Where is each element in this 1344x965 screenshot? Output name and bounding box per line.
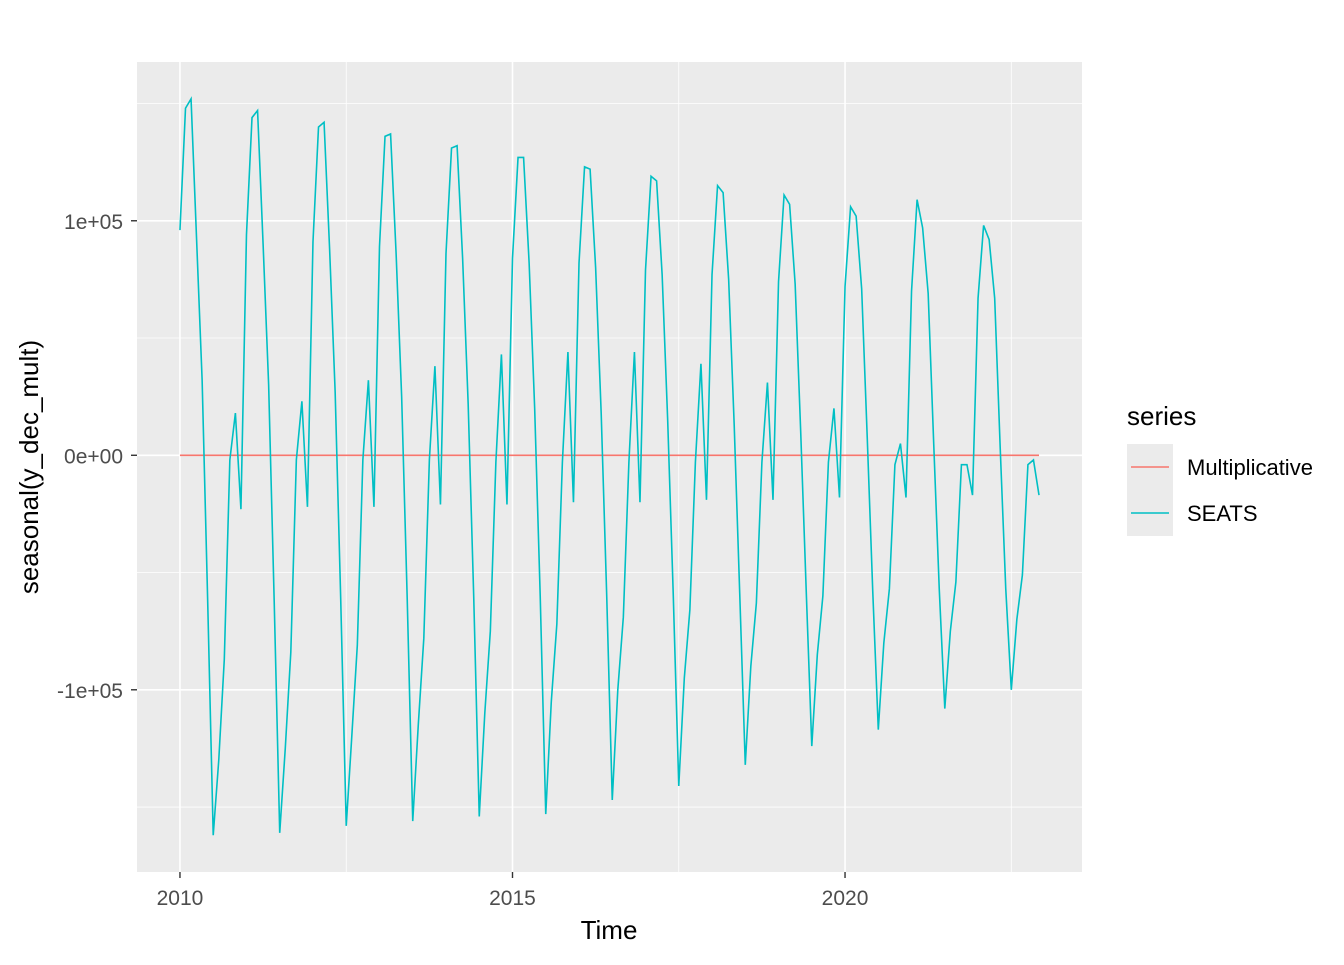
series-lines bbox=[179, 96, 1040, 836]
x-axis-label: Time bbox=[581, 915, 638, 945]
x-axis: 2010 2015 2020 bbox=[157, 872, 869, 910]
legend: series Multiplicative SEATS bbox=[1127, 401, 1313, 536]
series-line-seats bbox=[179, 96, 1040, 836]
legend-label-multiplicative: Multiplicative bbox=[1187, 455, 1313, 480]
x-tick-label: 2020 bbox=[822, 887, 869, 910]
y-tick-label: 1e+05 bbox=[64, 211, 123, 234]
grid-minor bbox=[137, 62, 1082, 872]
x-tick-label: 2010 bbox=[157, 887, 204, 910]
x-tick-label: 2015 bbox=[489, 887, 536, 910]
y-tick-label: 0e+00 bbox=[64, 445, 123, 468]
y-tick-label: -1e+05 bbox=[57, 680, 123, 703]
y-axis-label: seasonal(y_dec_mult) bbox=[14, 340, 44, 594]
legend-title: series bbox=[1127, 401, 1196, 431]
plot-panel bbox=[137, 62, 1082, 872]
y-axis: -1e+05 0e+00 1e+05 bbox=[57, 211, 137, 703]
legend-label-seats: SEATS bbox=[1187, 501, 1258, 526]
